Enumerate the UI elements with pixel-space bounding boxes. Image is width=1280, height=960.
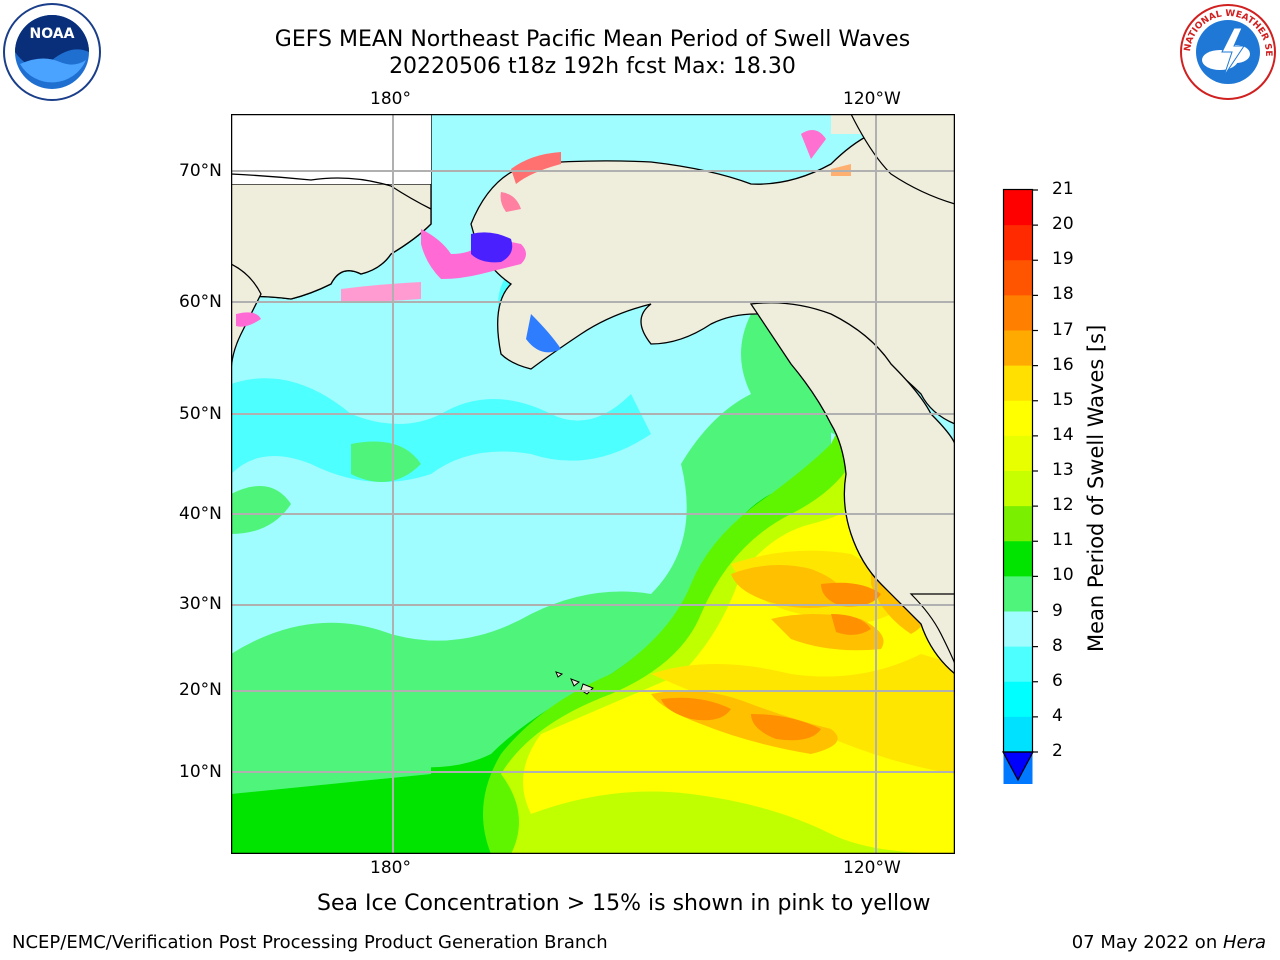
- footer-machine: Hera: [1222, 932, 1266, 953]
- colorbar-tick-label: 16: [1052, 354, 1074, 375]
- colorbar-swatch: [1003, 400, 1033, 437]
- land-north-america: [749, 302, 955, 854]
- colorbar-swatch: [1003, 330, 1033, 367]
- lat-label-40n: 40°N: [179, 504, 222, 524]
- ocean-band-16-17: [831, 614, 871, 635]
- lat-label-50n: 50°N: [179, 404, 222, 424]
- nws-logo-icon: NATIONAL WEATHER SERVICE: [1178, 2, 1276, 100]
- colorbar-swatch: [1003, 506, 1033, 542]
- footer-branch: NCEP/EMC/Verification Post Processing Pr…: [12, 932, 608, 953]
- ocean-band-16-17: [821, 582, 881, 607]
- lat-label-20n: 20°N: [179, 680, 222, 700]
- colorbar-swatch: [1003, 681, 1033, 718]
- lat-label-10n: 10°N: [179, 762, 222, 782]
- sea-ice-beaufort: [801, 130, 826, 159]
- lon-label-bottom-120w: 120°W: [843, 858, 901, 878]
- colorbar-tick-label: 10: [1052, 565, 1074, 586]
- colorbar-tick-label: 9: [1052, 600, 1063, 621]
- colorbar-swatch: [1003, 716, 1033, 753]
- sea-ice-caption: Sea Ice Concentration > 15% is shown in …: [317, 891, 931, 916]
- lat-label-70n: 70°N: [179, 161, 222, 181]
- colorbar-swatch: [1003, 471, 1033, 507]
- footer-date: 07 May 2022 on Hera: [1072, 932, 1266, 953]
- colorbar-swatch: [1003, 576, 1033, 612]
- colorbar-tick-label: 8: [1052, 635, 1063, 656]
- map-subtitle: 20220506 t18z 192h fcst Max: 18.30: [389, 54, 796, 79]
- colorbar-swatches: [1003, 190, 1033, 784]
- sea-ice-chukchi: [500, 192, 521, 212]
- colorbar-tick-label: 14: [1052, 424, 1074, 445]
- colorbar-swatch: [1003, 260, 1033, 296]
- sea-ice-edge: [341, 282, 421, 302]
- colorbar-swatch: [1003, 190, 1033, 226]
- colorbar-tick-label: 17: [1052, 319, 1074, 340]
- colorbar-tickmarks: [1032, 189, 1038, 753]
- ocean-band-9-10: [351, 441, 421, 482]
- colorbar-tick-label: 20: [1052, 214, 1074, 235]
- ocean-band-9-10: [231, 720, 431, 794]
- colorbar-tick-label: 11: [1052, 530, 1074, 551]
- ocean-band-16-17: [661, 697, 731, 721]
- colorbar-swatch: [1003, 541, 1033, 577]
- sea-ice-okhotsk: [236, 312, 261, 327]
- colorbar-tick-label: 6: [1052, 670, 1063, 691]
- colorbar-tick-label: 18: [1052, 284, 1074, 305]
- colorbar-tick-label: 12: [1052, 495, 1074, 516]
- colorbar-swatch: [1003, 646, 1033, 683]
- graticule: [231, 114, 955, 854]
- ocean-band-12-13: [731, 814, 851, 854]
- sea-ice-cook-inlet: [526, 314, 561, 353]
- noaa-logo-icon: NOAA: [3, 3, 101, 101]
- footer-date-text: 07 May 2022 on: [1071, 932, 1223, 953]
- colorbar-swatch: [1003, 295, 1033, 331]
- ocean-band-16-17: [751, 714, 821, 741]
- colorbar-tick-labels: 21 20 19 18 17 16 15 14 13 12 11 10 9 8 6 4 2: [1052, 0, 1092, 960]
- lon-label-top-180: 180°: [370, 89, 411, 109]
- swell-period-map: [231, 114, 955, 854]
- colorbar-tick-label: 4: [1052, 705, 1063, 726]
- ocean-band-14-15: [651, 654, 955, 774]
- coast-siberia-north: [231, 173, 432, 210]
- lat-label-30n: 30°N: [179, 594, 222, 614]
- lat-label-60n: 60°N: [179, 292, 222, 312]
- arctic-ocean-white: [231, 114, 431, 184]
- colorbar-swatch: [1003, 435, 1033, 472]
- colorbar-tick-label: 21: [1052, 179, 1074, 199]
- land-hawaii: [555, 671, 594, 695]
- colorbar-swatch: [1003, 225, 1033, 261]
- land-chukotka: [231, 183, 432, 300]
- colorbar-swatch: [1003, 611, 1033, 648]
- map-frame: [231, 114, 955, 854]
- colorbar-swatch: [1003, 365, 1033, 402]
- colorbar-tick-label: 13: [1052, 460, 1074, 480]
- sea-ice-core: [471, 232, 513, 263]
- ocean-band-15-16: [731, 565, 843, 608]
- ocean-band-7-8: [231, 378, 651, 482]
- sea-ice-chukchi: [511, 152, 561, 184]
- lon-label-top-120w: 120°W: [843, 89, 901, 109]
- noaa-logo-text: NOAA: [30, 26, 75, 42]
- colorbar-label: Mean Period of Swell Waves [s]: [1084, 324, 1108, 652]
- map-title: GEFS MEAN Northeast Pacific Mean Period …: [274, 27, 911, 52]
- colorbar: [1001, 188, 1038, 784]
- lon-label-bottom-180: 180°: [370, 858, 411, 878]
- colorbar-tick-label: 19: [1052, 249, 1074, 270]
- colorbar-tick-label: 2: [1052, 741, 1063, 761]
- colorbar-tick-label: 15: [1052, 389, 1074, 410]
- ocean-band-9-10: [231, 486, 291, 534]
